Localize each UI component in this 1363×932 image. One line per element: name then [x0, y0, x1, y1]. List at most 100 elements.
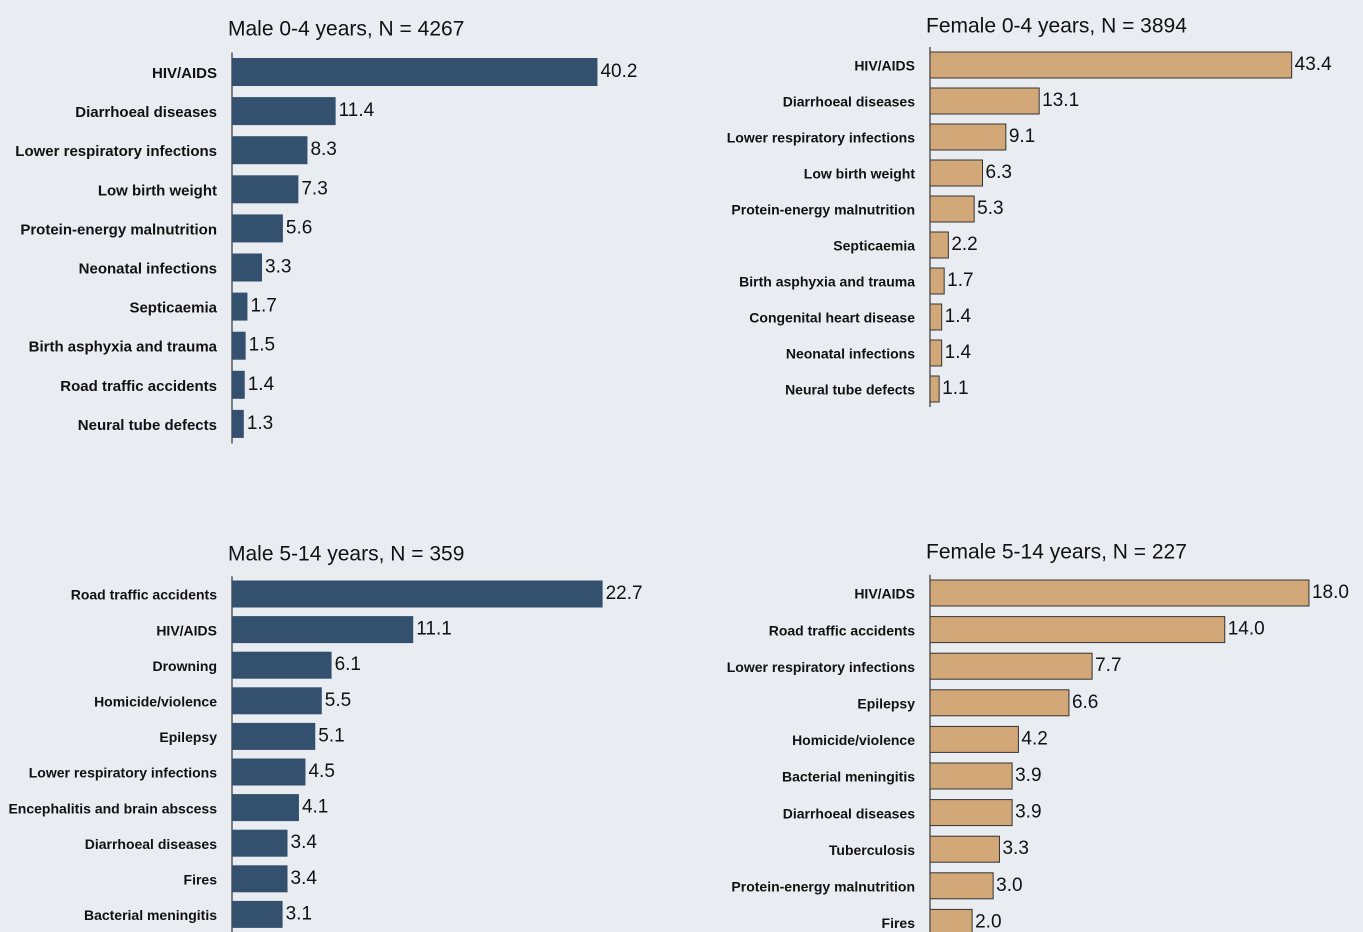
- category-label: Protein-energy malnutrition: [20, 221, 217, 238]
- bar: [929, 159, 983, 187]
- value-label: 13.1: [1042, 90, 1079, 111]
- chart-title: Female 5-14 years, N = 227: [926, 541, 1187, 564]
- category-label: HIV/AIDS: [854, 58, 915, 74]
- category-label: Epilepsy: [159, 729, 217, 745]
- category-label: HIV/AIDS: [156, 622, 217, 638]
- value-label: 4.5: [308, 761, 334, 782]
- value-label: 8.3: [310, 139, 336, 160]
- value-label: 7.7: [1095, 655, 1121, 676]
- value-label: 1.7: [947, 270, 973, 291]
- bar: [232, 136, 308, 165]
- bar: [929, 123, 1007, 151]
- value-label: 1.3: [247, 413, 273, 434]
- category-label: Congenital heart disease: [749, 310, 915, 326]
- bar: [929, 87, 1040, 115]
- value-label: 43.4: [1295, 54, 1332, 75]
- category-label: Neural tube defects: [785, 382, 915, 398]
- value-label: 40.2: [600, 61, 637, 82]
- value-label: 6.6: [1072, 692, 1098, 713]
- bar: [232, 829, 288, 857]
- bar: [929, 579, 1310, 607]
- bar: [929, 762, 1013, 790]
- value-label: 5.3: [977, 198, 1003, 219]
- value-label: 18.0: [1312, 582, 1349, 603]
- value-label: 1.4: [945, 306, 972, 327]
- value-label: 9.1: [1009, 126, 1035, 147]
- value-label: 1.4: [945, 342, 972, 363]
- bar: [929, 689, 1070, 717]
- bar: [929, 51, 1293, 79]
- bar: [232, 253, 262, 282]
- bar: [929, 908, 973, 932]
- category-label: HIV/AIDS: [854, 586, 915, 602]
- value-label: 3.9: [1015, 802, 1041, 823]
- bar: [232, 409, 244, 438]
- bar: [929, 303, 943, 331]
- category-label: Encephalitis and brain abscess: [8, 800, 217, 816]
- bar: [929, 835, 1000, 863]
- category-label: Road traffic accidents: [71, 587, 217, 603]
- category-label: Road traffic accidents: [60, 378, 217, 395]
- bar: [929, 799, 1013, 827]
- category-label: Low birth weight: [804, 166, 916, 182]
- category-label: Fires: [882, 915, 916, 931]
- value-label: 11.1: [416, 619, 452, 640]
- category-label: Epilepsy: [857, 696, 915, 712]
- category-label: Diarrhoeal diseases: [85, 836, 218, 852]
- value-label: 3.4: [291, 832, 318, 853]
- bar: [929, 375, 940, 403]
- value-label: 5.6: [286, 217, 312, 238]
- bar: [929, 231, 949, 259]
- category-label: Lower respiratory infections: [727, 130, 915, 146]
- chart-title: Male 5-14 years, N = 359: [228, 543, 464, 566]
- value-label: 1.5: [249, 335, 275, 356]
- bar: [232, 214, 283, 243]
- category-label: Fires: [184, 872, 218, 888]
- bar: [232, 651, 332, 679]
- value-label: 5.1: [318, 725, 344, 746]
- category-label: Septicaemia: [129, 300, 217, 317]
- bar: [232, 794, 299, 822]
- value-label: 3.1: [286, 903, 312, 924]
- value-label: 3.9: [1015, 765, 1041, 786]
- value-label: 5.5: [325, 690, 351, 711]
- category-label: Neural tube defects: [78, 417, 217, 434]
- bar: [232, 580, 603, 608]
- bar: [929, 652, 1093, 680]
- category-label: Septicaemia: [833, 238, 915, 254]
- value-label: 3.3: [265, 257, 291, 278]
- bar: [232, 58, 598, 86]
- category-label: Birth asphyxia and trauma: [739, 274, 915, 290]
- bar: [232, 175, 299, 204]
- value-label: 1.4: [248, 374, 275, 395]
- value-label: 1.1: [942, 378, 968, 399]
- bar: [232, 758, 306, 786]
- category-label: Diarrhoeal diseases: [783, 805, 916, 821]
- category-label: Homicide/violence: [792, 732, 915, 748]
- category-label: Lower respiratory infections: [15, 143, 217, 160]
- category-label: Tuberculosis: [829, 842, 915, 858]
- chart-title: Female 0-4 years, N = 3894: [926, 15, 1187, 38]
- value-label: 3.4: [291, 868, 318, 889]
- value-label: 4.2: [1021, 728, 1047, 749]
- value-label: 11.4: [339, 100, 375, 121]
- value-label: 3.3: [1002, 838, 1028, 859]
- chart-title: Male 0-4 years, N = 4267: [228, 18, 464, 41]
- bar: [929, 267, 945, 295]
- bar: [232, 331, 246, 360]
- category-label: Low birth weight: [98, 182, 217, 199]
- value-label: 7.3: [301, 178, 327, 199]
- bar: [929, 616, 1226, 644]
- category-label: Lower respiratory infections: [29, 765, 217, 781]
- value-label: 6.1: [335, 654, 361, 675]
- bar: [232, 292, 248, 321]
- bar: [232, 370, 245, 399]
- category-label: HIV/AIDS: [152, 65, 217, 82]
- category-label: Homicide/violence: [94, 694, 217, 710]
- bar: [232, 900, 283, 928]
- bar: [232, 865, 288, 893]
- category-label: Diarrhoeal diseases: [75, 104, 217, 121]
- value-label: 6.3: [986, 162, 1012, 183]
- category-label: Protein-energy malnutrition: [731, 879, 915, 895]
